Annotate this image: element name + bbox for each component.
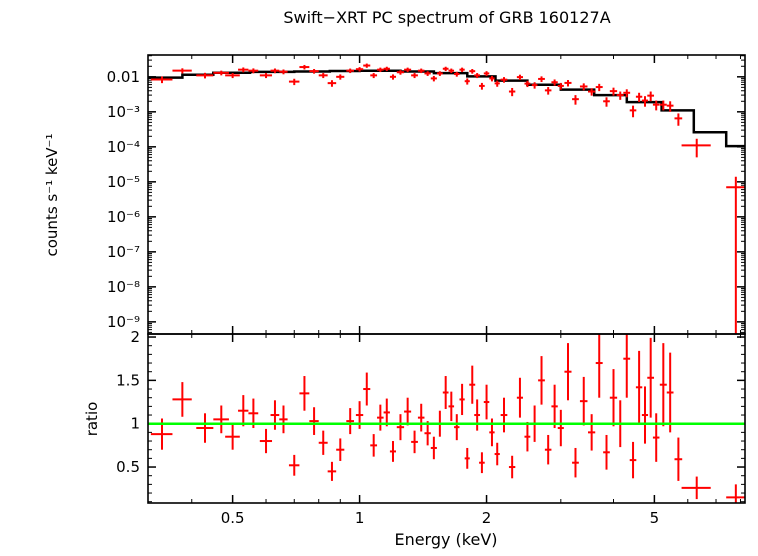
top-y-axis-label: counts s⁻¹ keV⁻¹	[43, 134, 61, 257]
spectrum-y-tick-label: 10⁻⁷	[107, 243, 140, 261]
tick-labels-group: 0.5 1 2 5 0.01 10⁻³ 10⁻⁴ 10⁻⁵ 10⁻⁶ 10⁻⁷ 10⁻⁸ 10⁻⁹ 0.…	[107, 68, 660, 527]
spectrum-y-tick-label: 0.01	[107, 68, 140, 86]
ratio-y-tick-label: 1.5	[116, 371, 140, 389]
figure-title: Swift−XRT PC spectrum of GRB 160127A	[283, 8, 610, 27]
spectrum-y-tick-label: 10⁻⁹	[107, 313, 140, 331]
spectrum-y-tick-label: 10⁻⁸	[107, 278, 140, 296]
spectrum-y-tick-label: 10⁻⁴	[107, 138, 140, 156]
model-line	[148, 69, 745, 148]
spectrum-y-tick-label: 10⁻⁶	[107, 208, 140, 226]
x-axis-label: Energy (keV)	[394, 530, 497, 549]
ratio-y-tick-label: 1	[130, 415, 140, 433]
spectrum-points-group	[150, 63, 745, 334]
ratio-y-tick-label: 2	[130, 328, 140, 346]
x-tick-label: 1	[355, 509, 365, 527]
ratio-y-tick-label: 0.5	[116, 458, 140, 476]
x-tick-label: 0.5	[221, 509, 245, 527]
ratio-panel-frame	[147, 333, 746, 504]
panel-frames-group	[147, 54, 746, 504]
x-tick-label: 2	[482, 509, 492, 527]
ratio-points-group	[150, 334, 745, 503]
model-line-group	[148, 69, 745, 148]
spectrum-y-tick-label: 10⁻⁵	[107, 173, 140, 191]
bottom-y-axis-label: ratio	[83, 402, 101, 437]
spectrum-y-tick-label: 10⁻³	[107, 103, 140, 121]
x-tick-label: 5	[650, 509, 660, 527]
